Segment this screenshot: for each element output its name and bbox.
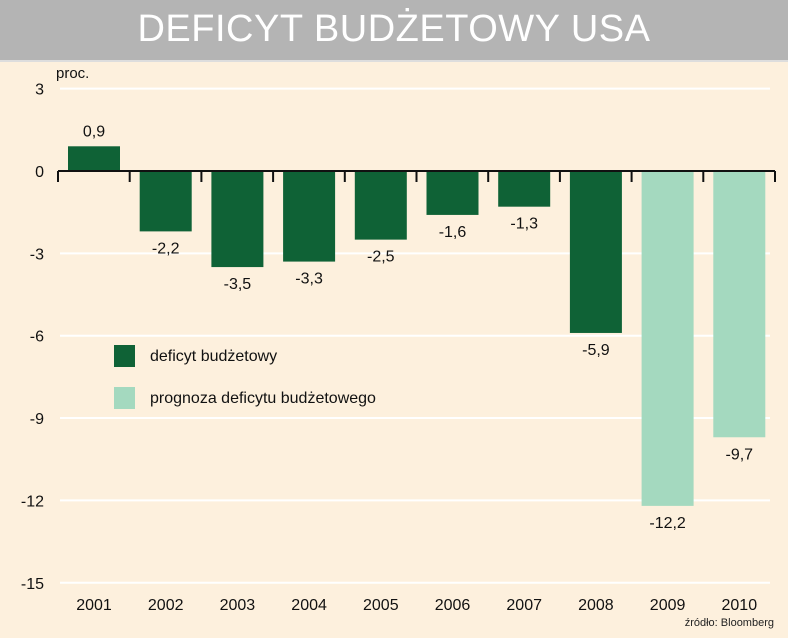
bar-2003 (211, 171, 264, 268)
bar-2009 (641, 171, 694, 506)
bar-2008 (569, 171, 622, 333)
data-label: -3,3 (295, 271, 323, 288)
y-tick-label: 3 (35, 82, 44, 99)
x-tick-label: 2004 (291, 597, 327, 614)
legend-label-actual: deficyt budżetowy (150, 348, 277, 365)
y-tick-label: -9 (30, 411, 44, 428)
legend-swatch-forecast (114, 387, 135, 409)
y-axis-label: proc. (56, 65, 89, 82)
title-banner: DEFICYT BUDŻETOWY USA (0, 0, 788, 62)
data-label: -1,6 (439, 224, 467, 241)
x-tick-label: 2006 (435, 597, 471, 614)
bar-2010 (713, 171, 766, 438)
y-tick-label: -3 (30, 246, 44, 263)
x-tick-label: 2005 (363, 597, 399, 614)
data-label: -2,2 (152, 240, 180, 257)
data-label: 0,9 (83, 123, 105, 140)
data-label: -2,5 (367, 249, 395, 266)
data-label: -12,2 (649, 515, 686, 532)
x-tick-label: 2003 (220, 597, 256, 614)
chart-title: DEFICYT BUDŻETOWY USA (137, 8, 651, 50)
data-label: -3,5 (224, 276, 252, 293)
data-label: -5,9 (582, 342, 610, 359)
y-tick-label: -6 (30, 329, 44, 346)
y-tick-label: -15 (21, 576, 44, 593)
data-label: -1,3 (510, 216, 538, 233)
bar-2006 (426, 171, 479, 215)
bar-2004 (283, 171, 336, 262)
bar-2001 (68, 146, 120, 171)
bar-2002 (139, 171, 192, 232)
x-tick-label: 2008 (578, 597, 614, 614)
source-note: źródło: Bloomberg (684, 617, 774, 629)
x-tick-label: 2009 (650, 597, 686, 614)
x-tick-label: 2002 (148, 597, 184, 614)
y-tick-label: -12 (21, 493, 44, 510)
x-tick-label: 2001 (76, 597, 112, 614)
data-label: -9,7 (726, 446, 754, 463)
bar-2007 (498, 171, 551, 207)
bar-2005 (354, 171, 407, 240)
y-tick-label: 0 (35, 164, 44, 181)
x-tick-label: 2010 (722, 597, 758, 614)
legend-label-forecast: prognoza deficytu budżetowego (150, 390, 376, 407)
x-tick-label: 2007 (506, 597, 542, 614)
legend-swatch-actual (114, 345, 135, 367)
